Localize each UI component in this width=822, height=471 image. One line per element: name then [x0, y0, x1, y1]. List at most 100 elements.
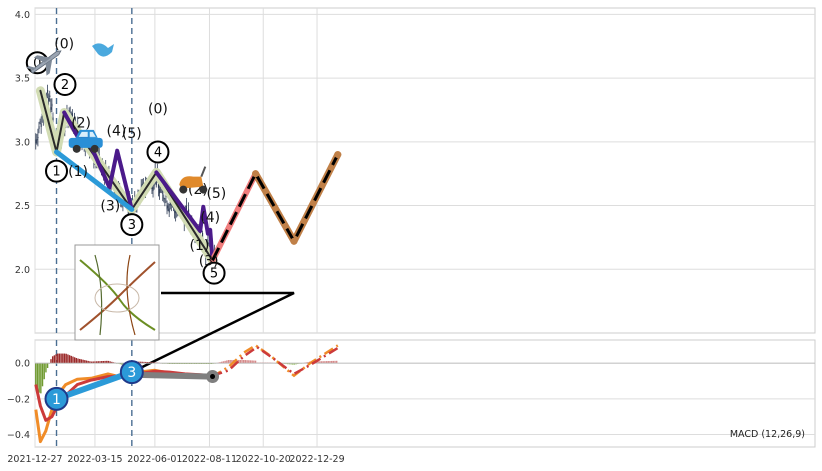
macd-bar: [221, 361, 223, 364]
macd-bar: [75, 357, 78, 364]
macd-bar: [180, 363, 182, 364]
macd-bar: [84, 360, 86, 364]
wave-label-circle: [45, 159, 69, 183]
airplane-wing: [45, 59, 53, 76]
macd-bar: [58, 353, 61, 364]
macd-bar: [297, 363, 299, 365]
macd-bar: [148, 362, 150, 364]
macd-bar: [330, 360, 333, 364]
macd-marker-dot: [210, 374, 216, 380]
y-tick-label: 2.5: [15, 201, 30, 212]
macd-bar: [205, 363, 208, 364]
macd-marker: [44, 386, 69, 411]
candle-body: [166, 205, 168, 210]
macd-bar: [99, 361, 101, 364]
scooter-icon: [179, 166, 208, 194]
macd-bar: [227, 360, 230, 364]
macd-bar: [226, 360, 228, 364]
macd-bar: [292, 363, 294, 365]
macd-bar: [210, 363, 213, 364]
macd-bar: [336, 360, 338, 364]
x-tick-label: 2021-12-27: [7, 454, 62, 465]
macd-bar: [251, 360, 253, 364]
candle-body: [47, 90, 49, 93]
thumbnail-curve: [94, 254, 103, 336]
connector-line: [131, 291, 295, 374]
candle-body: [162, 189, 164, 194]
candle-body: [38, 126, 40, 130]
y-tick-label: 3.0: [15, 137, 30, 148]
macd-bar: [104, 360, 106, 364]
wave-label: 1: [52, 165, 60, 180]
candle-body: [40, 123, 42, 127]
macd-bar: [57, 353, 59, 364]
macd-bar: [138, 361, 140, 364]
candle-body: [169, 201, 171, 206]
macd-bar: [244, 360, 247, 364]
wave-line: [154, 170, 215, 263]
airplane-icon: [26, 50, 62, 76]
car-wheel: [72, 144, 81, 153]
forecast-dashed-line: [211, 153, 340, 262]
macd-bar: [241, 359, 243, 364]
macd-bar: [146, 362, 149, 364]
candle-body: [152, 186, 154, 191]
macd-bar: [183, 363, 186, 364]
macd-bar: [187, 363, 189, 364]
macd-bar: [151, 362, 154, 364]
thumbnail-chart-icon: [74, 244, 160, 341]
candle-body: [151, 187, 153, 189]
macd-bar: [82, 359, 84, 364]
macd-bar: [173, 363, 176, 364]
y-tick-label: 2.0: [15, 265, 30, 276]
macd-bar: [243, 359, 245, 364]
macd-bar: [322, 361, 324, 364]
macd-bar: [87, 360, 89, 364]
candle-body: [175, 209, 177, 214]
macd-bar: [70, 355, 72, 364]
macd-panel-frame: [34, 339, 816, 448]
x-tick-label: 2022-03-15: [67, 454, 122, 465]
candle-body: [163, 197, 165, 200]
macd-bar: [45, 363, 47, 373]
macd-bar: [46, 363, 49, 368]
macd-bar: [290, 363, 292, 365]
macd-marker-label: 3: [127, 365, 136, 381]
y-tick-label: −0.4: [7, 430, 30, 441]
macd-bar: [253, 360, 255, 364]
candle-body: [48, 97, 50, 102]
candle-body: [153, 184, 155, 186]
macd-bar: [170, 363, 172, 364]
wave-label: 5: [210, 267, 218, 282]
y-tick-label: 3.5: [15, 74, 30, 85]
macd-bar: [334, 360, 336, 364]
candle-body: [157, 182, 160, 188]
wave-label-circle: [202, 261, 226, 285]
candle-body: [188, 209, 190, 214]
macd-bar: [185, 363, 187, 364]
macd-bar: [107, 360, 110, 364]
macd-bar: [141, 361, 143, 364]
thumbnail-curve: [79, 261, 156, 331]
macd-bar: [95, 361, 98, 364]
airplane-tail: [26, 66, 37, 71]
macd-bar: [207, 363, 209, 364]
macd-bar: [182, 363, 184, 364]
macd-bar: [192, 363, 194, 364]
candle-body: [155, 181, 157, 186]
thumbnail-curve: [79, 259, 156, 331]
scooter-wheel: [199, 185, 208, 194]
macd-bar: [90, 361, 93, 364]
macd-bar: [319, 361, 321, 364]
macd-bar: [63, 353, 66, 364]
macd-bar: [249, 360, 252, 364]
wave-label: 3: [128, 218, 136, 233]
wave-label: (2): [71, 116, 91, 132]
macd-bar: [68, 355, 71, 364]
car-window: [89, 131, 96, 137]
macd-bar: [109, 361, 111, 364]
candle-body: [36, 139, 38, 141]
macd-bar: [190, 363, 193, 364]
price-panel-frame: [34, 7, 816, 334]
macd-bar: [254, 360, 257, 364]
